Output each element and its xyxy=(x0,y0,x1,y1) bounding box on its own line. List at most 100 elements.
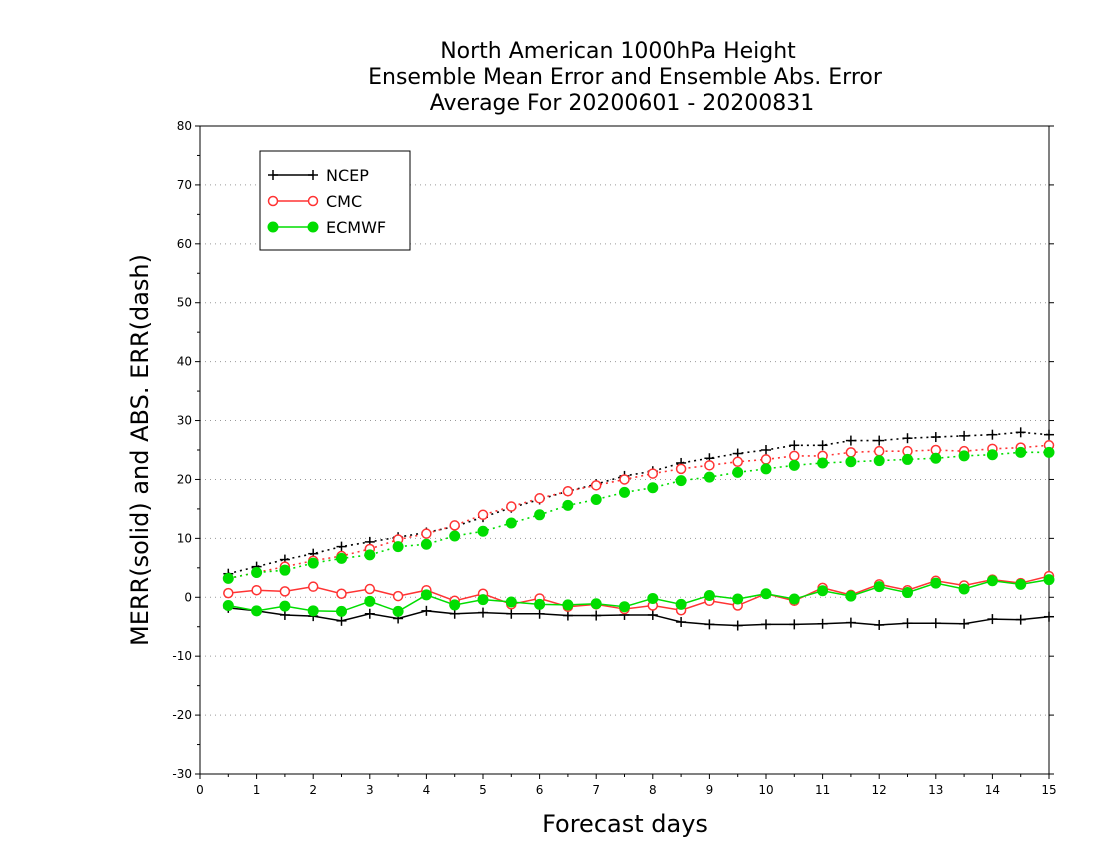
legend-label: CMC xyxy=(326,192,362,211)
legend-marker xyxy=(267,195,279,207)
data-point-ecmwf-merr xyxy=(647,592,659,604)
data-point-ecmwf-abs-err xyxy=(336,552,347,564)
data-point-ecmwf-abs-err xyxy=(958,450,970,462)
data-point-ncep-merr xyxy=(1015,614,1026,625)
data-point-ncep-abs-err xyxy=(874,435,885,446)
data-point-ecmwf-merr xyxy=(279,600,291,612)
data-point-ecmwf-merr xyxy=(1043,574,1055,586)
data-point-cmc-abs-err xyxy=(647,468,659,479)
data-point-ecmwf-abs-err xyxy=(1043,446,1055,458)
data-point-ncep-merr xyxy=(987,614,998,625)
data-point-ecmwf-merr xyxy=(1015,578,1027,590)
data-point-cmc-abs-err xyxy=(675,463,687,475)
data-point-cmc-abs-err xyxy=(562,485,574,497)
x-tick-label: 9 xyxy=(706,783,714,797)
data-point-ecmwf-abs-err xyxy=(619,486,630,498)
x-tick-label: 12 xyxy=(872,783,887,797)
x-tick-label: 4 xyxy=(423,783,431,797)
data-point-ecmwf-abs-err xyxy=(845,456,857,468)
data-point-ecmwf-abs-err xyxy=(930,452,942,464)
data-point-cmc-abs-err xyxy=(845,447,857,458)
data-point-cmc-merr xyxy=(364,583,376,595)
data-point-ncep-merr xyxy=(817,618,828,629)
data-point-ncep-abs-err xyxy=(959,430,970,441)
data-point-ncep-merr xyxy=(930,618,941,629)
x-tick-label: 7 xyxy=(592,783,600,797)
x-tick-label: 6 xyxy=(536,783,544,797)
data-point-cmc-abs-err xyxy=(477,509,489,521)
data-point-ecmwf-abs-err xyxy=(760,463,772,475)
data-point-cmc-abs-err xyxy=(590,480,602,491)
x-tick-label: 10 xyxy=(758,783,773,797)
data-point-ncep-abs-err xyxy=(1044,429,1054,440)
data-point-ecmwf-merr xyxy=(703,590,715,602)
data-point-ecmwf-abs-err xyxy=(703,471,715,483)
data-point-ecmwf-merr xyxy=(477,594,489,606)
data-point-cmc-abs-err xyxy=(449,520,460,531)
x-tick-label: 3 xyxy=(366,783,374,797)
data-point-ecmwf-abs-err xyxy=(590,493,602,505)
data-point-ecmwf-abs-err xyxy=(986,449,998,461)
x-axis-title: Forecast days xyxy=(542,810,708,838)
data-point-ncep-abs-err xyxy=(761,445,771,455)
data-point-ecmwf-abs-err xyxy=(562,499,574,511)
data-point-ecmwf-abs-err xyxy=(222,572,234,584)
data-point-ecmwf-abs-err xyxy=(364,549,376,561)
data-point-ncep-merr xyxy=(336,615,347,626)
title-line-2: Ensemble Mean Error and Ensemble Abs. Er… xyxy=(368,65,883,90)
x-tick-label: 2 xyxy=(309,783,317,797)
legend-label: ECMWF xyxy=(326,218,386,237)
data-point-ncep-merr xyxy=(591,610,602,621)
data-point-ecmwf-abs-err xyxy=(420,538,432,550)
x-tick-label: 13 xyxy=(928,783,943,797)
data-point-ncep-merr xyxy=(1044,611,1054,622)
data-point-ecmwf-abs-err xyxy=(505,517,517,529)
y-tick-label: 30 xyxy=(177,414,192,428)
data-point-ecmwf-abs-err xyxy=(817,457,829,469)
data-point-ncep-merr xyxy=(364,608,375,619)
data-point-ncep-merr xyxy=(704,619,715,630)
data-point-ecmwf-abs-err xyxy=(449,530,461,542)
legend-item-ecmwf: ECMWF xyxy=(267,218,386,237)
x-tick-label: 11 xyxy=(815,783,830,797)
data-point-ecmwf-merr xyxy=(930,577,942,589)
data-point-cmc-abs-err xyxy=(789,450,800,462)
data-point-cmc-merr xyxy=(336,588,347,599)
data-point-ecmwf-merr xyxy=(590,598,602,610)
data-point-ecmwf-merr xyxy=(449,599,461,611)
y-tick-label: -30 xyxy=(172,767,192,781)
data-point-ncep-merr xyxy=(676,617,687,628)
y-tick-label: 50 xyxy=(177,296,192,310)
data-point-ecmwf-abs-err xyxy=(675,475,687,487)
data-point-ncep-merr xyxy=(647,609,658,620)
y-tick-label: 0 xyxy=(184,590,192,604)
data-point-ecmwf-abs-err xyxy=(534,509,546,521)
data-point-ncep-merr xyxy=(902,618,913,629)
data-point-ecmwf-merr xyxy=(336,605,347,617)
series-ncep-merr-line xyxy=(228,607,1050,627)
data-point-ncep-abs-err xyxy=(1015,427,1026,438)
series-cmc-abs-err-line xyxy=(228,444,1050,580)
data-point-ecmwf-merr xyxy=(817,585,829,597)
data-point-ecmwf-merr xyxy=(505,596,517,608)
data-point-ncep-abs-err xyxy=(987,429,998,440)
data-point-ncep-merr xyxy=(506,608,517,619)
chart-title: North American 1000hPa Height Ensemble M… xyxy=(368,39,883,116)
x-tick-label: 15 xyxy=(1041,783,1056,797)
y-tick-label: -10 xyxy=(172,649,192,663)
y-axis-title: MERR(solid) and ABS. ERR(dash) xyxy=(126,254,154,646)
x-tick-label: 1 xyxy=(253,783,261,797)
data-point-ecmwf-abs-err xyxy=(873,455,885,467)
data-point-ecmwf-merr xyxy=(845,590,857,602)
data-point-ncep-abs-err xyxy=(930,432,941,443)
data-point-ecmwf-merr xyxy=(675,598,687,610)
data-point-ecmwf-abs-err xyxy=(307,557,319,569)
data-point-ecmwf-abs-err xyxy=(477,525,489,537)
y-tick-label: 10 xyxy=(177,531,192,545)
series-cmc xyxy=(223,440,1055,616)
data-point-ecmwf-merr xyxy=(619,601,630,613)
data-point-ncep-merr xyxy=(732,620,743,631)
data-point-ecmwf-abs-err xyxy=(647,482,659,494)
